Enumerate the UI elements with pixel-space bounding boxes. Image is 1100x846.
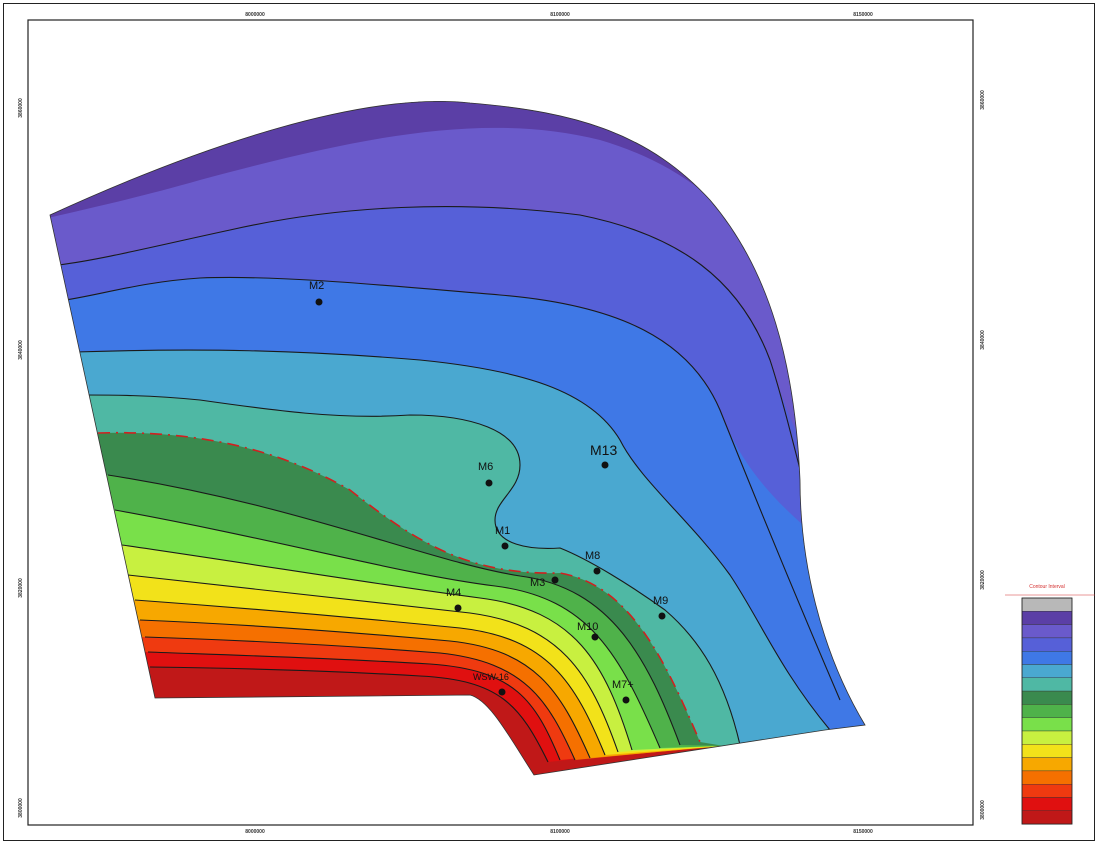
well-marker[interactable] <box>498 688 506 696</box>
legend-swatches <box>1021 597 1073 825</box>
well-m6[interactable]: M6 <box>478 461 493 487</box>
legend-swatch-5 <box>1021 664 1073 679</box>
well-label: WSW-16 <box>473 672 509 682</box>
well-m8[interactable]: M8 <box>585 550 601 575</box>
legend-swatch-4 <box>1021 651 1073 665</box>
well-marker[interactable] <box>591 633 599 641</box>
well-m10[interactable]: M10 <box>577 621 599 641</box>
legend-swatch-12 <box>1021 757 1073 772</box>
legend-swatch-16 <box>1021 810 1073 825</box>
legend-title: Contour Interval <box>1029 584 1065 590</box>
well-m7plus[interactable]: M7+ <box>612 679 634 704</box>
right-tick-1: 3860000 <box>980 90 986 110</box>
well-marker[interactable] <box>551 576 559 584</box>
legend-swatch-7 <box>1021 690 1073 705</box>
bottom-tick-3: 8150000 <box>853 829 873 835</box>
well-m9[interactable]: M9 <box>653 595 668 620</box>
well-marker[interactable] <box>501 542 509 550</box>
well-label: M10 <box>577 621 598 633</box>
top-tick-2: 8100000 <box>550 12 570 18</box>
well-marker[interactable] <box>315 298 323 306</box>
well-m4[interactable]: M4 <box>446 587 462 612</box>
legend-swatch-0 <box>1021 597 1073 612</box>
left-tick-4: 3800000 <box>18 798 24 818</box>
legend-swatch-9 <box>1021 717 1073 732</box>
well-marker[interactable] <box>454 604 462 612</box>
well-marker[interactable] <box>658 612 666 620</box>
right-tick-2: 3840000 <box>980 330 986 350</box>
legend-swatch-11 <box>1021 744 1073 758</box>
axis-ticks: 8000000 8100000 8150000 8000000 8100000 … <box>18 12 986 835</box>
well-label: M1 <box>495 525 510 537</box>
well-label: M6 <box>478 461 493 473</box>
left-tick-3: 3820000 <box>18 578 24 598</box>
well-label: M7+ <box>612 679 634 691</box>
well-m13[interactable]: M13 <box>590 442 617 469</box>
well-m2[interactable]: M2 <box>309 280 324 306</box>
legend: Contour Interval <box>1005 584 1095 825</box>
well-label: M8 <box>585 550 600 562</box>
bottom-tick-2: 8100000 <box>550 829 570 835</box>
right-tick-3: 3820000 <box>980 570 986 590</box>
legend-swatch-6 <box>1021 677 1073 692</box>
well-marker[interactable] <box>485 479 493 487</box>
well-label: M9 <box>653 595 668 607</box>
top-tick-3: 8150000 <box>853 12 873 18</box>
right-tick-4: 3800000 <box>980 800 986 820</box>
map-frame <box>3 3 1095 841</box>
well-wsw16[interactable]: WSW-16 <box>473 672 509 696</box>
left-tick-2: 3840000 <box>18 340 24 360</box>
well-marker[interactable] <box>593 567 601 575</box>
well-label: M4 <box>446 587 461 599</box>
well-m1[interactable]: M1 <box>495 525 510 550</box>
map-border <box>27 19 974 826</box>
contour-lines <box>57 206 861 763</box>
top-tick-1: 8000000 <box>245 12 265 18</box>
legend-swatch-8 <box>1021 704 1073 718</box>
legend-swatch-1 <box>1021 611 1073 625</box>
well-label: M2 <box>309 280 324 292</box>
legend-swatch-10 <box>1021 730 1073 745</box>
legend-swatch-14 <box>1021 784 1073 798</box>
well-m3[interactable]: M3 <box>530 576 559 590</box>
bottom-tick-1: 8000000 <box>245 829 265 835</box>
legend-frame <box>1021 597 1073 825</box>
well-marker[interactable] <box>622 696 630 704</box>
well-marker[interactable] <box>601 461 609 469</box>
well-label: M13 <box>590 442 617 458</box>
wells: M2 M13 M6 M1 M8 M3 M4 M9 <box>309 280 668 704</box>
well-label: M3 <box>530 577 545 589</box>
legend-swatch-2 <box>1021 624 1073 639</box>
legend-swatch-13 <box>1021 770 1073 785</box>
legend-swatch-15 <box>1021 797 1073 812</box>
left-tick-1: 3860000 <box>18 98 24 118</box>
region-outline <box>49 101 866 776</box>
legend-swatch-3 <box>1021 637 1073 652</box>
